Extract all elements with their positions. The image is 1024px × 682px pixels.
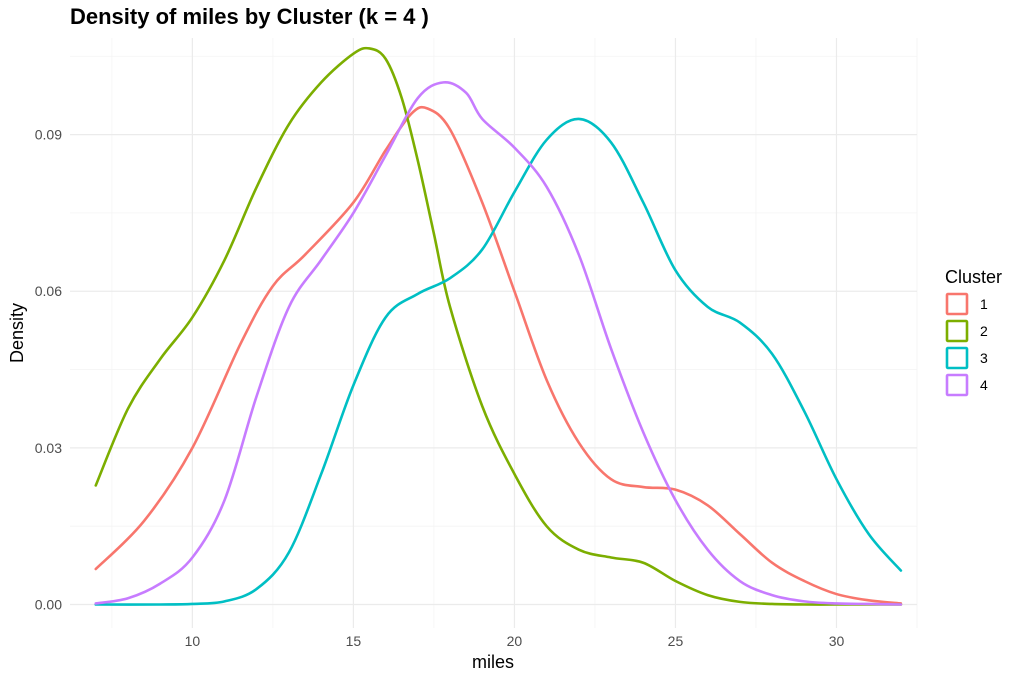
density-line-cluster-1 bbox=[94, 105, 903, 605]
legend: Cluster 1 2 3 4 bbox=[945, 267, 1002, 397]
legend-key-cluster-4 bbox=[945, 373, 969, 397]
legend-label-cluster-1: 1 bbox=[980, 296, 988, 312]
legend-label-cluster-4: 4 bbox=[980, 377, 988, 393]
series-layer bbox=[94, 46, 903, 606]
x-tick-label: 10 bbox=[185, 633, 201, 649]
x-tick-label: 30 bbox=[829, 633, 845, 649]
x-tick-label: 25 bbox=[668, 633, 684, 649]
y-tick-label: 0.00 bbox=[35, 597, 62, 613]
major-gridlines bbox=[70, 38, 917, 628]
density-line-cluster-4 bbox=[94, 81, 903, 606]
legend-key-cluster-3 bbox=[945, 346, 969, 370]
density-line-cluster-3 bbox=[94, 117, 903, 606]
x-axis-label: miles bbox=[472, 652, 514, 672]
y-axis-label: Density bbox=[7, 303, 27, 363]
y-tick-label: 0.03 bbox=[35, 440, 62, 456]
legend-key-cluster-1 bbox=[945, 292, 969, 316]
legend-key-cluster-2 bbox=[945, 319, 969, 343]
x-tick-label: 20 bbox=[507, 633, 523, 649]
chart-title: Density of miles by Cluster (k = 4 ) bbox=[70, 4, 429, 29]
y-tick-label: 0.09 bbox=[35, 127, 62, 143]
y-axis-ticks: 0.00 0.03 0.06 0.09 bbox=[35, 127, 62, 613]
legend-label-cluster-3: 3 bbox=[980, 350, 988, 366]
y-tick-label: 0.06 bbox=[35, 283, 62, 299]
legend-label-cluster-2: 2 bbox=[980, 323, 988, 339]
x-axis-ticks: 10 15 20 25 30 bbox=[185, 633, 845, 649]
legend-title: Cluster bbox=[945, 267, 1002, 287]
density-line-cluster-2 bbox=[94, 46, 903, 606]
minor-gridlines bbox=[70, 38, 918, 628]
x-tick-label: 15 bbox=[346, 633, 362, 649]
